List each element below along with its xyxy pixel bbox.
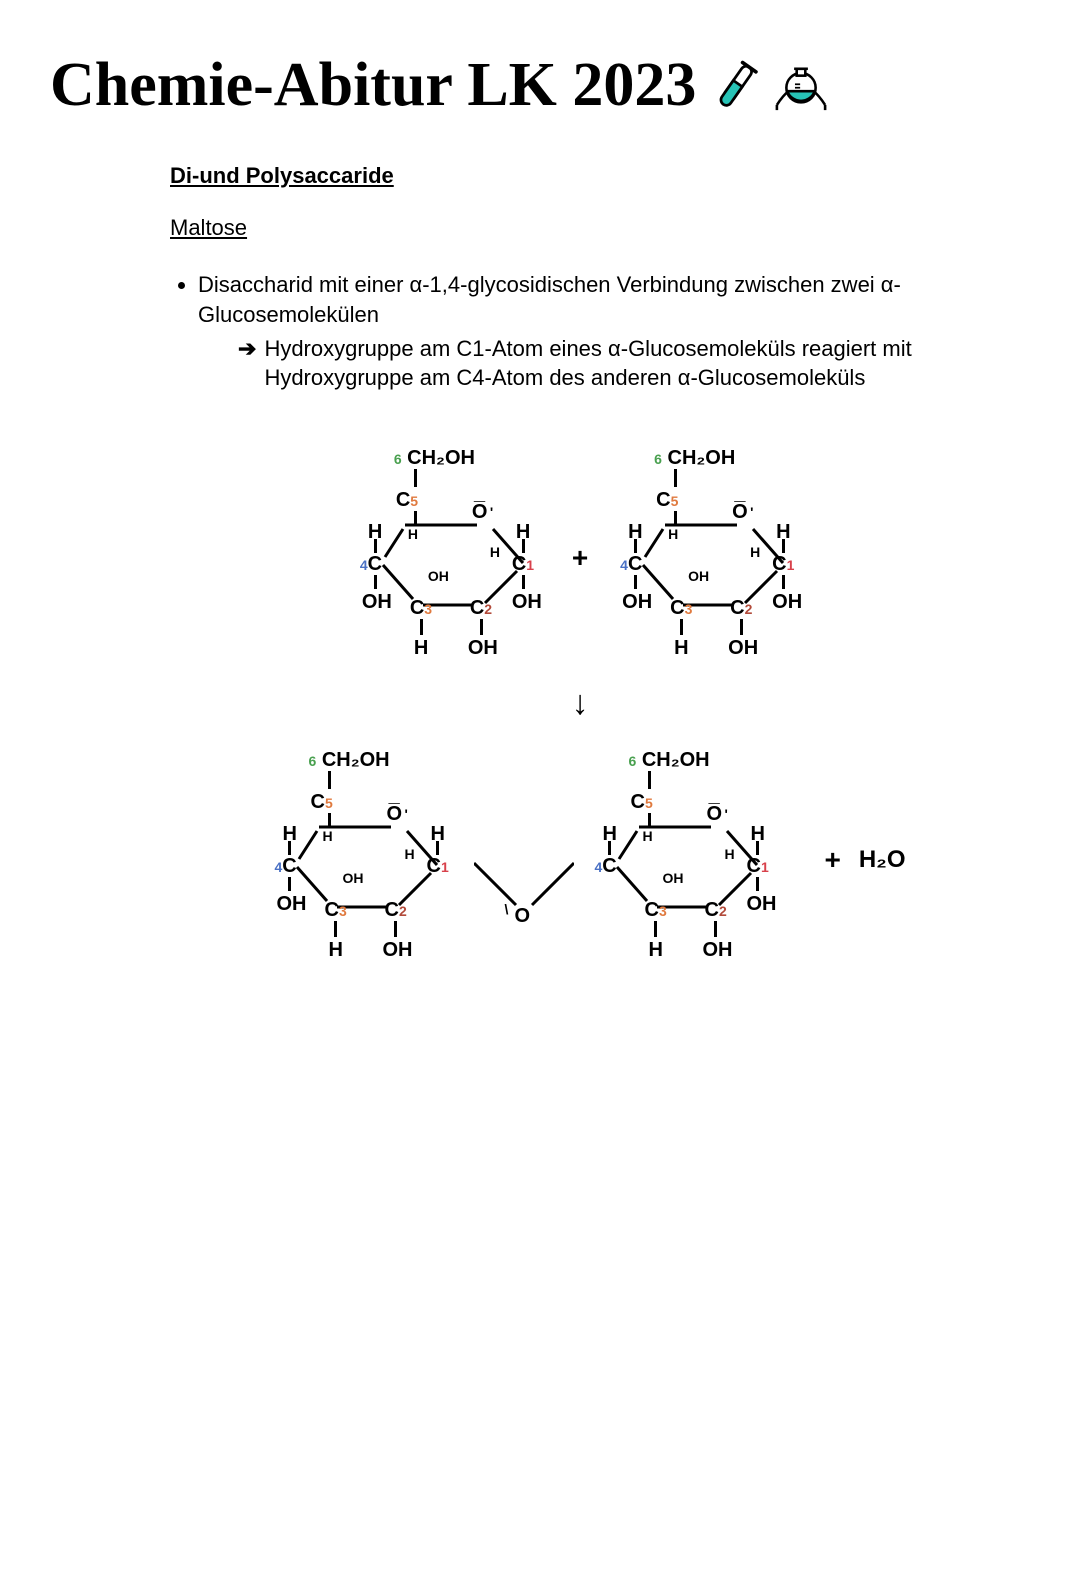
bullet-list: Disaccharid mit einer α-1,4-glycosidisch… [170,270,990,393]
plus-water: + H₂O [824,841,905,879]
content-body: Di-und Polysaccaride Maltose Disaccharid… [170,161,990,975]
product-row: 6 CH₂OHC5HO̅'C1HHC2OHC3HOH4CHOH O \ 6 CH… [254,745,905,975]
plus-symbol: + [572,539,588,577]
bullet-text: Disaccharid mit einer α-1,4-glycosidisch… [198,272,901,327]
list-item: Disaccharid mit einer α-1,4-glycosidisch… [198,270,990,393]
reaction-diagram: 6 CH₂OHC5HO̅'C1HOHHC2OHC3HOH4CHOH + 6 CH… [170,443,990,975]
reactants-row: 6 CH₂OHC5HO̅'C1HOHHC2OHC3HOH4CHOH + 6 CH… [340,443,820,673]
glucose-molecule: 6 CH₂OHC5HO̅'C1HOHHC2OHC3HOH4CHOH [340,443,560,673]
sub-bullet-text: Hydroxygruppe am C1-Atom eines α-Glucose… [264,334,990,393]
arrow-down-icon: ↓ [572,681,589,727]
bridge-oxygen: O [514,903,530,930]
glucose-unit-right: 6 CH₂OHC5HO̅'C1HOHHC2OHC3HOH4CH [574,745,794,975]
section-heading: Di-und Polysaccaride [170,161,990,191]
glycosidic-bridge: O \ [474,745,574,975]
test-tube-icon [706,57,764,115]
arrow-right-icon: ➔ [238,334,256,364]
plus-symbol: + [824,841,840,879]
flask-icon [770,57,832,115]
sub-bullet: ➔ Hydroxygruppe am C1-Atom eines α-Gluco… [238,334,990,393]
title-text: Chemie-Abitur LK 2023 [50,50,696,121]
page-title: Chemie-Abitur LK 2023 [50,50,1080,121]
water-label: H₂O [859,844,906,876]
glucose-molecule: 6 CH₂OHC5HO̅'C1HOHHC2OHC3HOH4CHOH [600,443,820,673]
glucose-unit-left: 6 CH₂OHC5HO̅'C1HHC2OHC3HOH4CHOH [254,745,474,975]
bridge-slash: \ [504,900,508,919]
subsection-heading: Maltose [170,213,990,243]
title-icons [706,57,832,115]
